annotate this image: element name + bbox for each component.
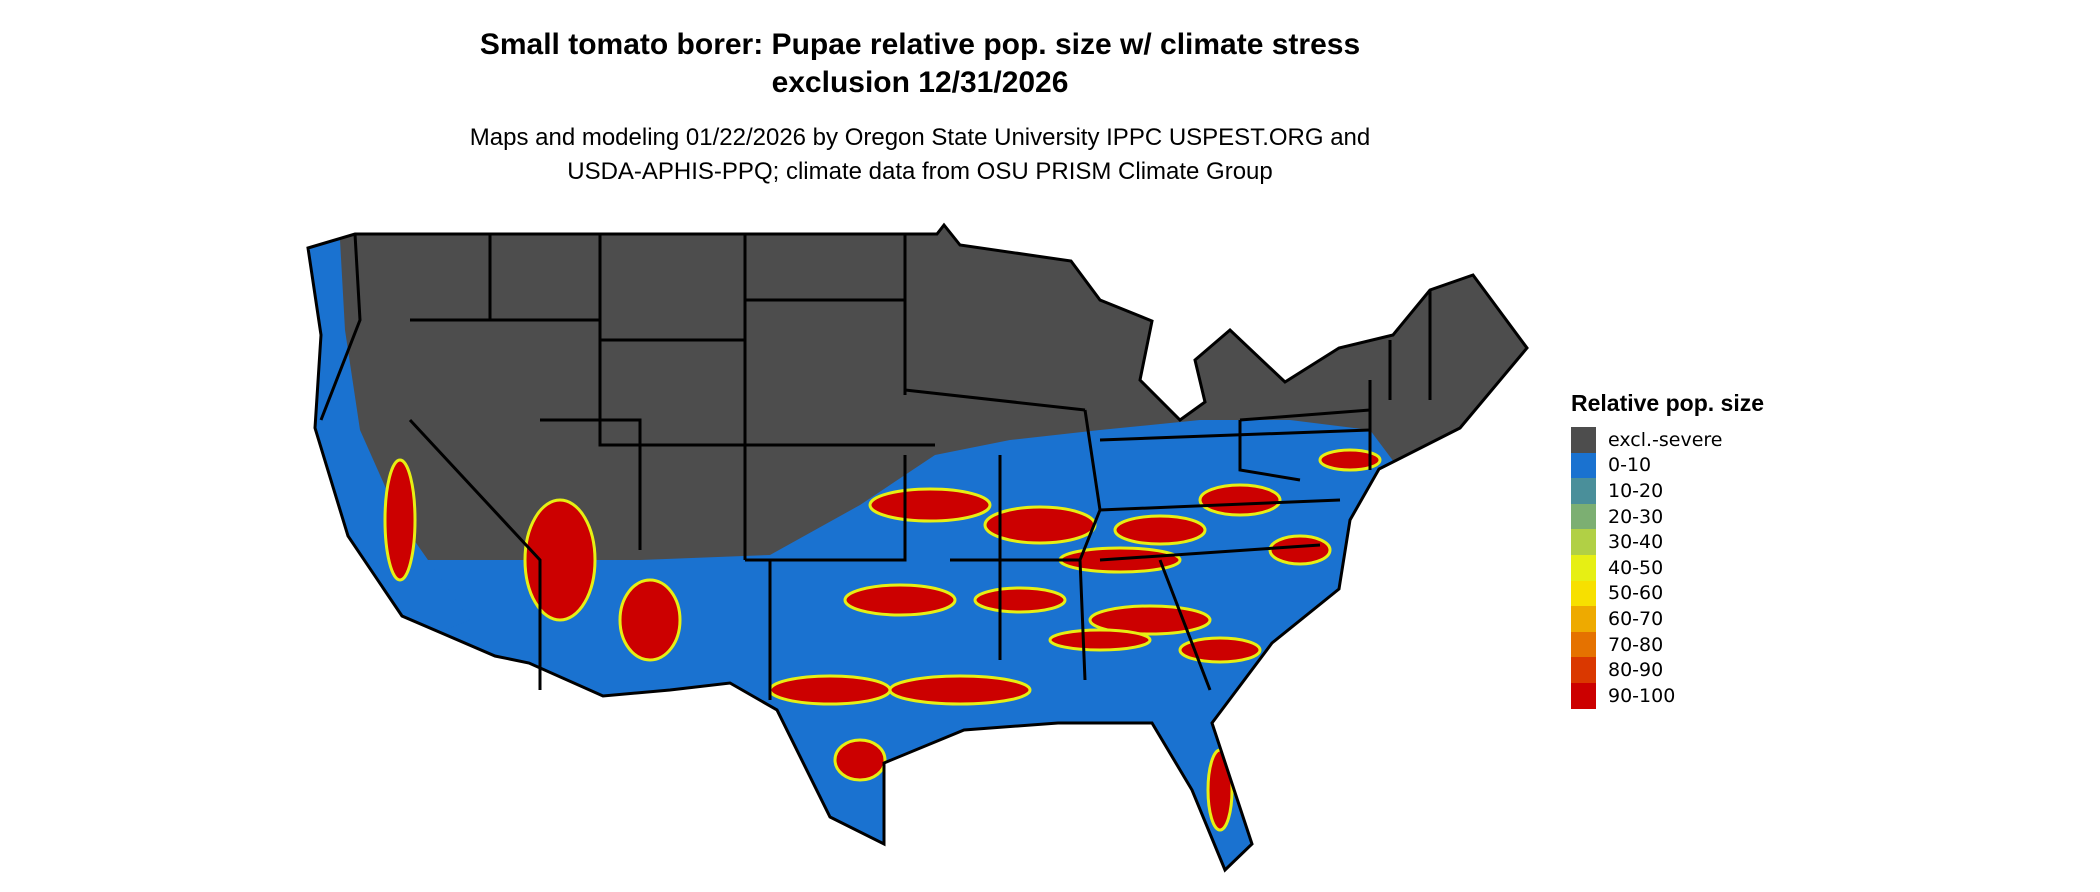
state-border [1099,498,1341,512]
high-population-area [888,674,1032,706]
high-population-area [768,674,892,706]
legend-item: 20-30 [1571,503,1764,530]
legend-swatch [1571,529,1596,555]
legend: Relative pop. size excl.-severe 0-10 10-20… [1571,390,1764,709]
legend-label: 20-30 [1608,505,1664,528]
legend-item: 70-80 [1571,631,1764,658]
state-border [1158,559,1212,691]
legend-swatch [1571,452,1596,479]
legend-item: 0-10 [1571,452,1764,479]
map-title-line-2: exclusion 12/31/2026 [771,66,1069,99]
subtitle-line-2: USDA-APHIS-PPQ; climate data from OSU PR… [567,158,1273,185]
legend-item: 40-50 [1571,554,1764,581]
state-border [904,388,1086,412]
legend-item: 60-70 [1571,606,1764,632]
legend-swatch [1571,682,1596,709]
state-border [1099,428,1371,442]
legend-label: excl.-severe [1608,428,1723,451]
high-population-area [1318,448,1382,472]
legend-label: 30-40 [1608,531,1664,554]
state-border [408,418,542,690]
state-border [1099,543,1321,562]
legend-label: 40-50 [1608,556,1664,579]
high-population-area [868,487,992,523]
legend-swatch [1571,478,1596,504]
national-border [306,222,1529,873]
legend-label: 60-70 [1608,607,1664,630]
legend-title: Relative pop. size [1571,390,1765,416]
high-population-area [383,458,417,582]
legend-label: 0-10 [1608,454,1652,477]
legend-swatch [1571,427,1596,453]
state-border [319,233,362,421]
state-border [598,234,760,447]
high-population-area [1268,534,1332,566]
high-population-area [843,583,957,617]
state-border [1239,408,1371,422]
state-border [745,455,907,562]
legend-label: 70-80 [1608,633,1664,656]
legend-label: 90-100 [1608,684,1676,707]
state-borders [306,222,1529,873]
state-border [540,418,642,550]
legend-item: 10-20 [1571,478,1764,504]
legend-swatch [1571,631,1596,658]
legend-label: 80-90 [1608,659,1664,682]
high-population-area [1178,636,1262,664]
legend-item: excl.-severe [1571,427,1764,453]
legend-item: 30-40 [1571,529,1764,555]
high-population-area [523,498,597,622]
legend-item: 50-60 [1571,580,1764,607]
high-population-area [1206,748,1234,832]
legend-swatch [1571,657,1596,683]
high-population-area [1113,514,1207,546]
state-border [1238,420,1301,482]
legend-swatch [1571,606,1596,632]
legend-item: 90-100 [1571,682,1764,709]
legend-item: 80-90 [1571,657,1764,683]
legend-label: 10-20 [1608,479,1664,502]
legend-swatch [1571,503,1596,530]
map-title-line-1: Small tomato borer: Pupae relative pop. … [479,28,1361,61]
high-population-area [1198,483,1282,517]
high-population-area [833,738,887,782]
high-population-area [973,586,1067,614]
high-population-area [1048,628,1152,652]
subtitle-line-1: Maps and modeling 01/22/2026 by Oregon S… [469,124,1371,151]
high-population-area [618,578,682,662]
legend-swatch [1571,580,1596,607]
legend-label: 50-60 [1608,582,1664,605]
legend-swatch [1571,554,1596,581]
